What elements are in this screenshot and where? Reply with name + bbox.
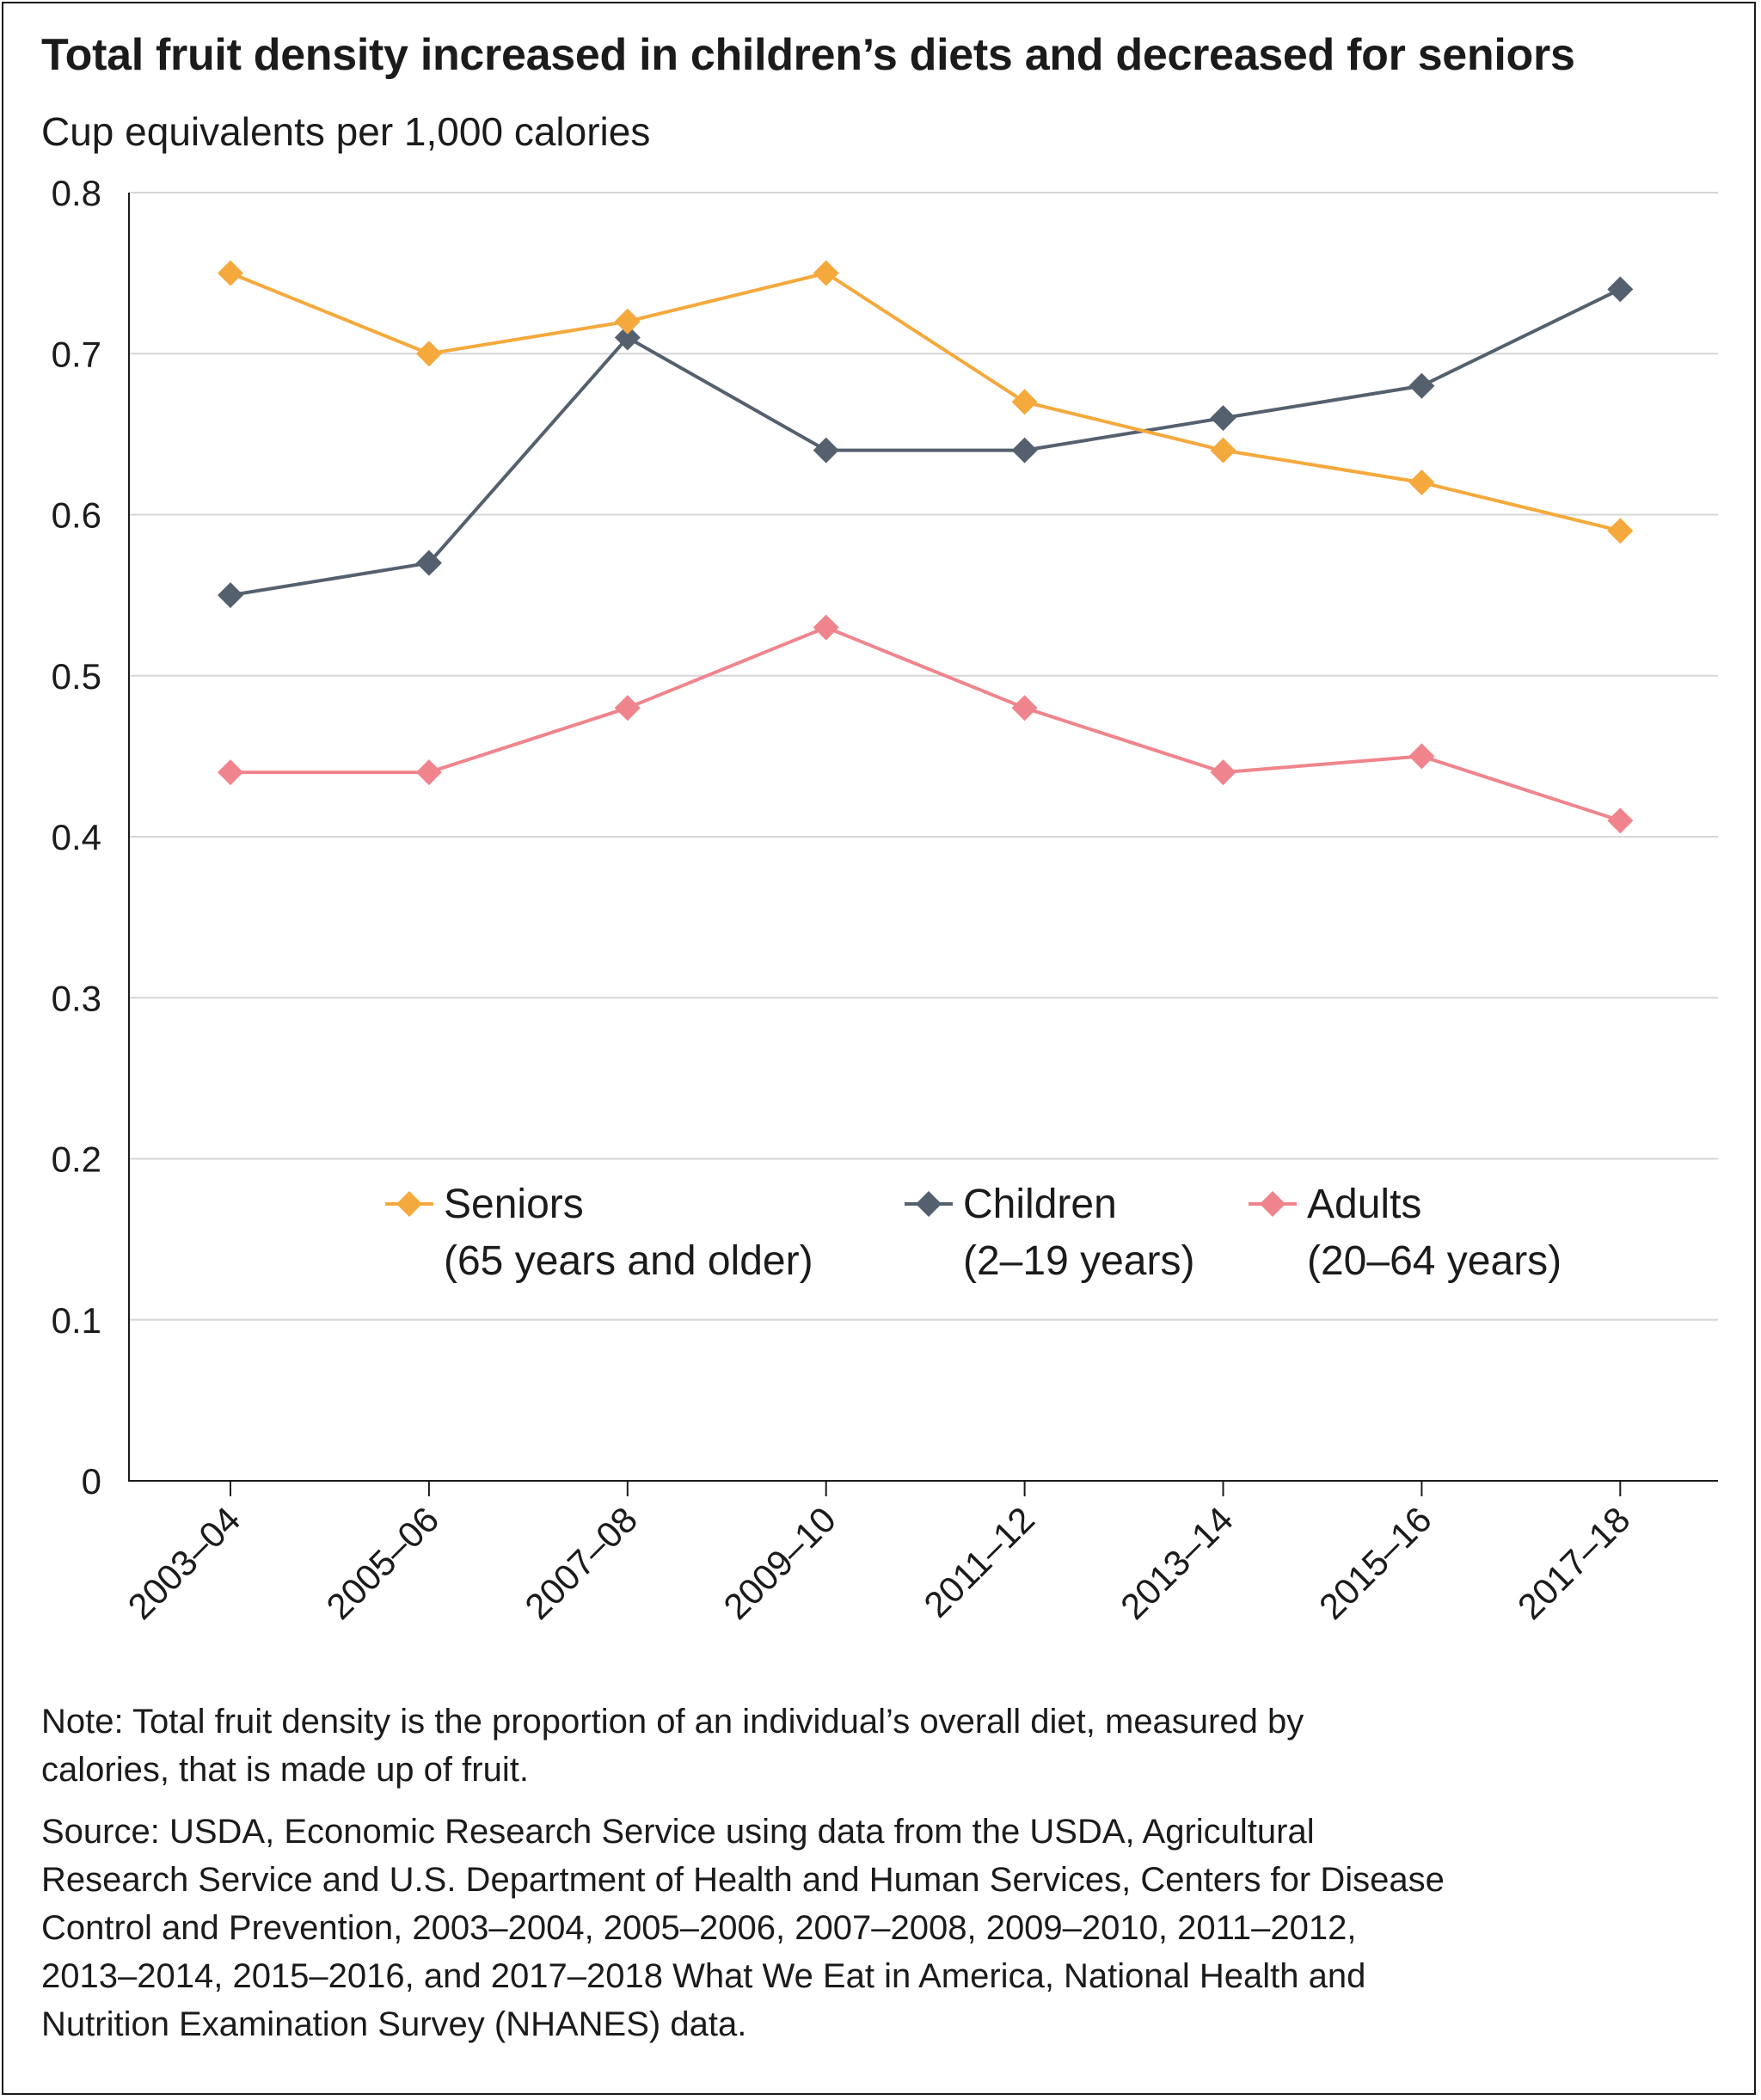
data-point-children — [614, 324, 641, 351]
data-point-adults — [1607, 807, 1634, 834]
data-point-children — [1210, 405, 1236, 432]
data-point-seniors — [1408, 470, 1435, 496]
series-line-children — [230, 287, 1622, 598]
series-line-adults — [230, 625, 1621, 823]
source-line: 2013–2014, 2015–2016, and 2017–2018 What… — [41, 1957, 1366, 1995]
y-tick-label: 0.2 — [52, 1139, 101, 1180]
x-tick-label: 2007–08 — [517, 1499, 645, 1627]
data-point-seniors — [813, 260, 839, 286]
data-point-seniors — [1011, 389, 1038, 415]
y-tick-label: 0 — [82, 1461, 101, 1501]
x-tick-label: 2011–12 — [916, 1499, 1042, 1625]
y-tick-label: 0.4 — [52, 817, 101, 857]
legend-swatch-marker — [916, 1191, 942, 1217]
data-point-children — [1607, 276, 1634, 303]
x-tick-label: 2009–10 — [715, 1499, 844, 1627]
data-point-adults — [614, 695, 641, 721]
data-point-adults — [1011, 695, 1038, 721]
data-point-seniors — [218, 260, 243, 286]
data-point-seniors — [614, 308, 641, 335]
legend-sublabel: (2–19 years) — [963, 1238, 1194, 1284]
y-tick-label: 0.3 — [52, 978, 101, 1018]
x-tick-label: 2005–06 — [318, 1499, 446, 1627]
y-tick-label: 0.5 — [52, 656, 101, 697]
line-chart: 0 0.1 0.2 0.3 0.4 0.5 0.6 0.7 0.8 2003–04 2005–06 2… — [52, 173, 1718, 1627]
data-point-children — [415, 550, 442, 576]
note-line: Note: Total fruit density is the proport… — [41, 1703, 1304, 1741]
chart-title: Total fruit density increased in childre… — [41, 30, 1575, 80]
legend-sublabel: (20–64 years) — [1307, 1238, 1562, 1284]
x-tick-label: 2017–18 — [1510, 1499, 1638, 1627]
data-point-children — [218, 582, 243, 609]
data-point-adults — [1210, 759, 1236, 786]
note-line: calories, that is made up of fruit. — [41, 1751, 529, 1789]
legend-swatch-marker — [1260, 1191, 1285, 1217]
chart-source: Source: USDA, Economic Research Service … — [41, 1808, 1445, 2048]
data-point-children — [1408, 372, 1435, 399]
y-tick-label: 0.7 — [52, 334, 101, 374]
source-line: Control and Prevention, 2003–2004, 2005–… — [41, 1909, 1357, 1947]
data-point-children — [1011, 437, 1038, 464]
legend-label: Children — [963, 1182, 1117, 1227]
legend-swatch-marker — [396, 1191, 422, 1217]
data-point-seniors — [415, 341, 442, 367]
legend-sublabel: (65 years and older) — [444, 1238, 813, 1284]
data-point-adults — [1408, 743, 1435, 770]
data-point-adults — [415, 759, 442, 786]
source-line: Source: USDA, Economic Research Service … — [41, 1813, 1315, 1851]
chart-note: Note: Total fruit density is the proport… — [41, 1698, 1304, 1794]
x-tick-label: 2015–16 — [1311, 1499, 1439, 1627]
data-point-seniors — [1607, 518, 1634, 544]
y-axis-unit-label: Cup equivalents per 1,000 calories — [41, 109, 651, 154]
source-line: Nutrition Examination Survey (NHANES) da… — [41, 2005, 747, 2043]
data-point-adults — [218, 759, 243, 786]
series-line-seniors — [230, 271, 1621, 533]
legend-label: Adults — [1307, 1182, 1421, 1227]
x-tick-label: 2003–04 — [120, 1499, 249, 1627]
y-tick-label: 0.8 — [52, 173, 101, 213]
y-tick-label: 0.1 — [52, 1300, 101, 1341]
source-line: Research Service and U.S. Department of … — [41, 1861, 1445, 1899]
data-point-seniors — [1210, 437, 1236, 464]
x-tick-label: 2013–14 — [1113, 1499, 1241, 1627]
y-tick-label: 0.6 — [52, 495, 101, 536]
data-point-adults — [813, 614, 839, 641]
legend-label: Seniors — [444, 1182, 584, 1227]
data-point-children — [813, 437, 839, 464]
